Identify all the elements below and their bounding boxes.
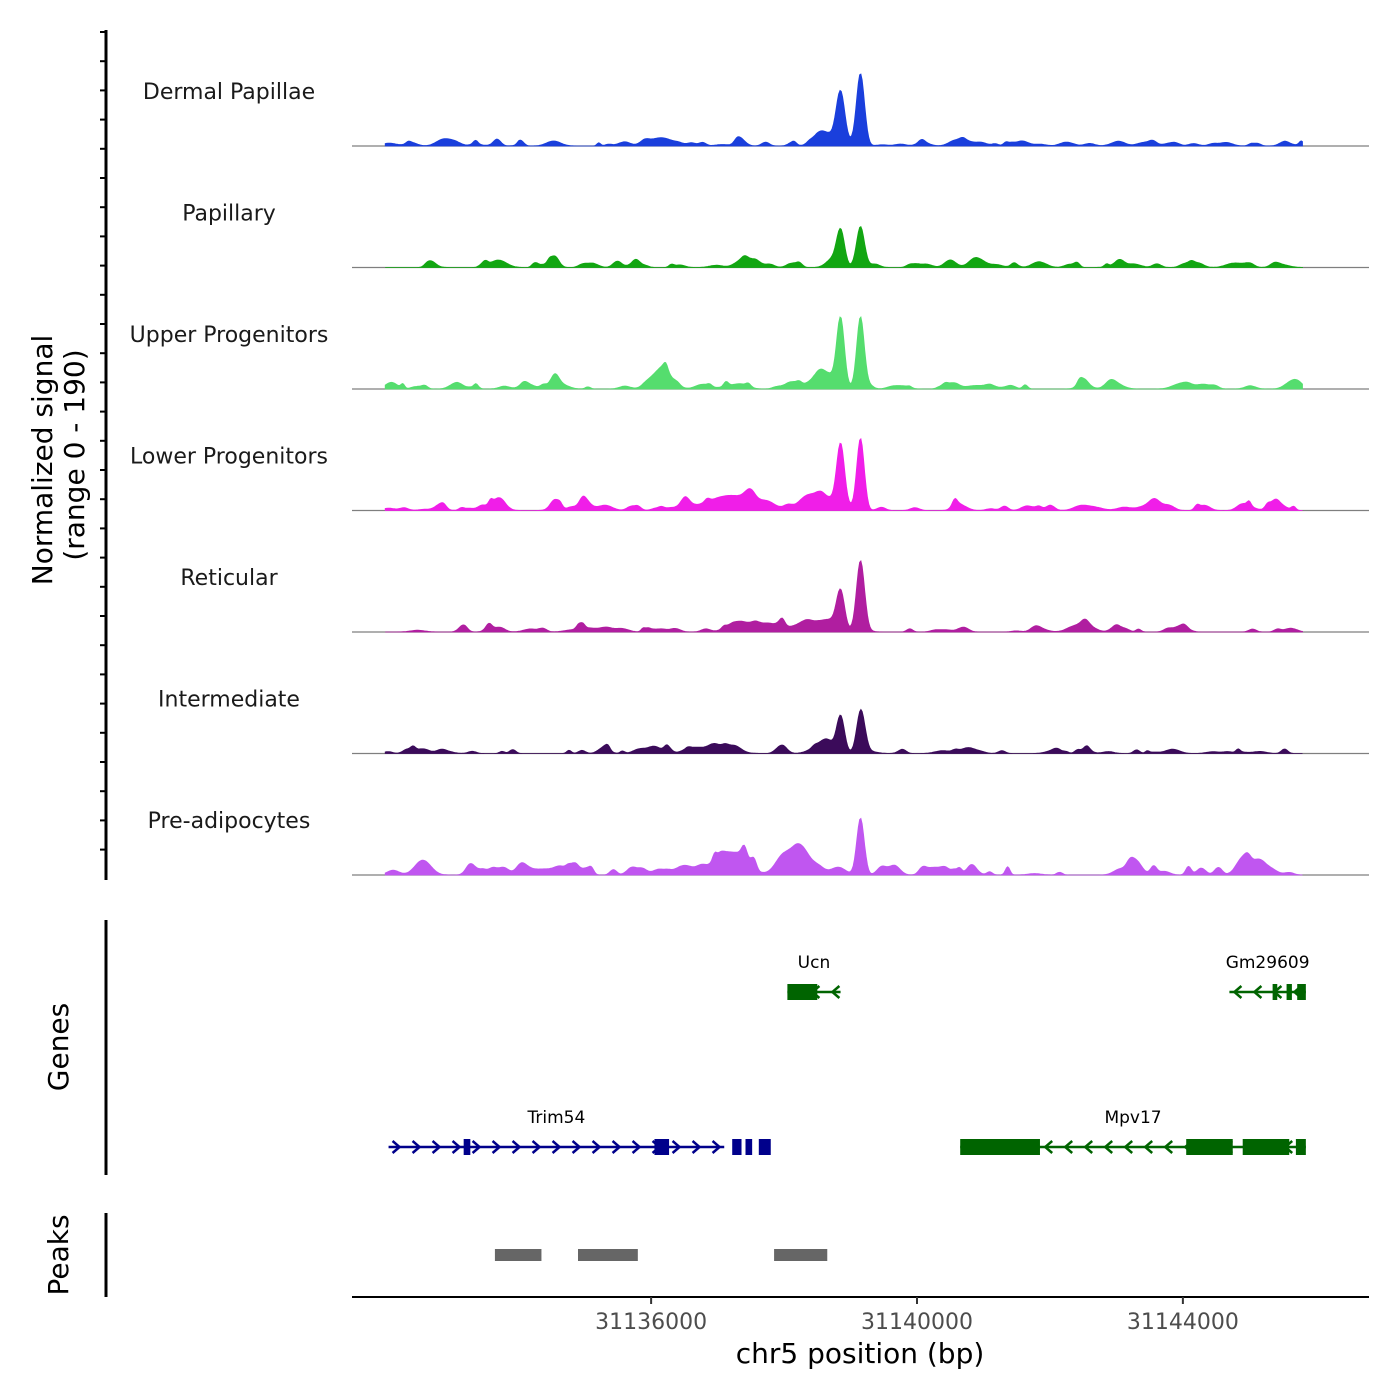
strand-arrow [691, 1140, 702, 1154]
gene-mpv17: Mpv17 [960, 1108, 1306, 1155]
strand-arrow [551, 1140, 562, 1154]
strand-arrow [1063, 1140, 1074, 1154]
exon [1297, 984, 1306, 1000]
strand-arrow [591, 1140, 602, 1154]
exon [787, 984, 818, 1000]
x-tick-label: 31136000 [595, 1310, 707, 1335]
strand-arrow [1232, 985, 1243, 999]
strand-arrow [1143, 1140, 1154, 1154]
exon [745, 1139, 753, 1155]
strand-arrow [411, 1140, 422, 1154]
strand-arrow [1043, 1140, 1054, 1154]
y-axis-title-line1: Normalized signal [26, 335, 59, 586]
exon [463, 1139, 471, 1155]
signal-area [385, 226, 1303, 268]
gene-label: Mpv17 [1104, 1108, 1161, 1128]
track-dermal-papillae: Dermal Papillae [143, 73, 1369, 147]
signal-area [384, 708, 1303, 754]
track-label: Lower Progenitors [130, 445, 328, 470]
strand-arrow [631, 1140, 642, 1154]
strand-arrow [451, 1140, 462, 1154]
strand-arrow [491, 1140, 502, 1154]
strand-arrow [431, 1140, 442, 1154]
strand-arrow [611, 1140, 622, 1154]
x-axis-title: chr5 position (bp) [736, 1337, 985, 1370]
strand-arrow [1163, 1140, 1174, 1154]
exon [1272, 984, 1278, 1000]
track-upper-progenitors: Upper Progenitors [130, 316, 1369, 390]
gene-gm29609: Gm29609 [1226, 953, 1310, 1000]
track-label: Intermediate [158, 688, 300, 713]
strand-arrow [1103, 1140, 1114, 1154]
strand-arrow [571, 1140, 582, 1154]
track-intermediate: Intermediate [158, 688, 1369, 755]
signal-area [384, 316, 1303, 390]
track-label: Pre-adipocytes [148, 809, 311, 834]
track-label: Dermal Papillae [143, 80, 315, 105]
strand-arrow [531, 1140, 542, 1154]
x-axis-ticks: 31136000 31140000 31144000 [595, 1297, 1239, 1335]
track-pre-adipocytes: Pre-adipocytes [148, 809, 1369, 876]
track-label: Upper Progenitors [130, 323, 329, 348]
exon [732, 1139, 742, 1155]
exon [1242, 1139, 1290, 1155]
strand-arrow [391, 1140, 402, 1154]
strand-arrow [511, 1140, 522, 1154]
exon [1295, 1139, 1306, 1155]
gene-label: Gm29609 [1226, 953, 1310, 973]
gene-ucn: Ucn [787, 953, 841, 1000]
gene-label: Trim54 [526, 1108, 585, 1128]
peak-region [578, 1249, 638, 1261]
strand-arrow [711, 1140, 722, 1154]
peak-track [494, 1249, 828, 1261]
gene-track: Ucn Gm29609 Trim54 Mpv17 [388, 953, 1310, 1155]
exon [1286, 984, 1292, 1000]
signal-tracks: Dermal Papillae Papillary Upper Progenitor… [130, 73, 1369, 876]
signal-area [385, 559, 1303, 633]
track-papillary: Papillary [182, 202, 1369, 269]
strand-arrow [671, 1140, 682, 1154]
signal-area [384, 437, 1303, 511]
strand-arrow [1252, 985, 1263, 999]
exon [758, 1139, 771, 1155]
signal-area [384, 817, 1303, 876]
track-lower-progenitors: Lower Progenitors [130, 437, 1369, 512]
y-axis-title-line2: (range 0 - 190) [58, 349, 91, 560]
gene-label: Ucn [798, 953, 831, 973]
exon [1186, 1139, 1233, 1155]
peaks-axis-title: Peaks [42, 1214, 75, 1295]
track-label: Reticular [180, 566, 278, 591]
genes-axis-title: Genes [42, 1003, 75, 1091]
peak-region [774, 1249, 828, 1261]
x-tick-label: 31144000 [1127, 1310, 1239, 1335]
peak-region [494, 1249, 542, 1261]
strand-arrow [1123, 1140, 1134, 1154]
track-label: Papillary [182, 202, 276, 227]
x-tick-label: 31140000 [861, 1310, 973, 1335]
signal-area [384, 73, 1303, 147]
exon [654, 1139, 670, 1155]
signal-axis-ticks [100, 31, 106, 851]
exon [960, 1139, 1040, 1155]
track-reticular: Reticular [180, 559, 1369, 633]
gene-trim54: Trim54 [388, 1108, 771, 1155]
strand-arrow [471, 1140, 482, 1154]
strand-arrow [830, 985, 841, 999]
strand-arrow [1083, 1140, 1094, 1154]
